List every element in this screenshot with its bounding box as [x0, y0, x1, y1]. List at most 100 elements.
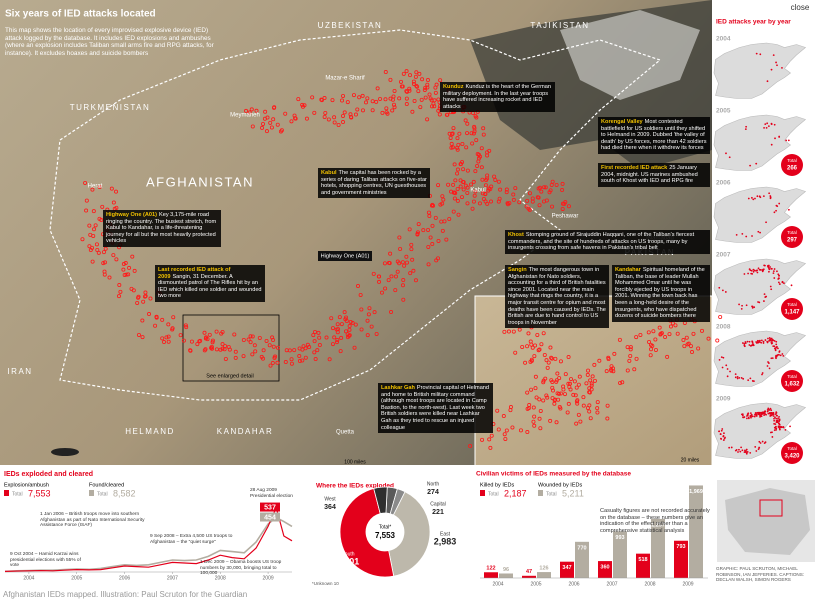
ied-dot — [123, 261, 128, 266]
ied-dot — [94, 242, 99, 247]
ied-dot — [220, 342, 225, 347]
ied-dot — [143, 294, 148, 299]
ied-dot — [336, 123, 341, 128]
ied-dot — [585, 372, 590, 377]
year-dot — [773, 123, 776, 126]
year-dot — [759, 339, 761, 342]
year-dot — [773, 419, 776, 422]
chart-title: IEDs exploded and cleared — [4, 471, 93, 478]
ied-dot — [425, 82, 430, 87]
ied-dot — [244, 108, 249, 113]
ied-dot — [595, 406, 600, 411]
x-tick-label: 2004 — [492, 581, 503, 587]
annotation: Highway One (A01) Key 3,175-mile road rin… — [103, 210, 221, 247]
ied-dot — [102, 269, 107, 274]
ied-dot — [470, 141, 475, 146]
year-dot — [735, 233, 738, 236]
map-label: TURKMENISTAN — [70, 103, 151, 112]
ied-dot — [264, 129, 269, 134]
year-dot — [752, 270, 755, 273]
ied-dot — [209, 346, 214, 351]
total-badge — [781, 442, 803, 464]
ied-dot — [247, 110, 252, 115]
year-dot — [755, 450, 758, 452]
year-dot — [779, 425, 781, 428]
year-outline — [713, 402, 807, 459]
year-dot — [750, 196, 753, 199]
year-dot — [749, 377, 752, 380]
year-dot — [770, 409, 773, 412]
ied-dot — [574, 385, 579, 390]
caption: Afghanistan IEDs mapped. Illustration: P… — [3, 590, 247, 599]
year-dot — [744, 341, 747, 343]
year-dot — [778, 351, 781, 353]
ied-dot — [339, 322, 344, 327]
x-tick-label: 2009 — [682, 581, 693, 587]
ied-dot — [537, 203, 542, 208]
ied-dot — [140, 318, 145, 323]
peak-label: 537 — [264, 504, 276, 511]
ied-dot — [83, 180, 88, 185]
ied-dot — [287, 348, 292, 353]
ied-dot — [634, 335, 639, 340]
ied-dot — [543, 185, 548, 190]
ied-dot — [195, 342, 200, 347]
year-dot — [751, 415, 753, 418]
ied-dot — [262, 116, 267, 121]
ied-dot — [289, 119, 294, 124]
bar-label: 96 — [503, 567, 509, 573]
year-dot — [758, 268, 761, 271]
ied-dot — [388, 251, 393, 256]
year-dot — [752, 344, 755, 347]
ied-dot — [365, 333, 370, 338]
close-link[interactable]: close — [791, 3, 810, 12]
year-dot — [753, 269, 756, 272]
ied-dot — [434, 258, 439, 263]
year-dot — [751, 235, 753, 237]
ied-dot — [492, 174, 497, 179]
ied-dot — [116, 294, 121, 299]
ied-dot — [360, 93, 365, 98]
legend-total-label: Total — [488, 491, 499, 497]
year-dot — [759, 53, 762, 56]
total-label: Total — [787, 302, 797, 307]
ied-dot — [183, 323, 188, 328]
legend-name: Killed by IEDs — [480, 482, 514, 488]
x-tick-label: 2007 — [606, 581, 617, 587]
ied-dot — [536, 348, 541, 353]
ied-dot — [440, 201, 445, 206]
ied-dot — [576, 382, 581, 387]
ied-dot — [542, 352, 547, 357]
ied-dot — [189, 339, 194, 344]
wedge-value: 364 — [324, 504, 336, 511]
ied-dot — [419, 97, 424, 102]
year-dot — [751, 341, 754, 344]
ied-dot — [417, 71, 422, 76]
year-dot — [766, 410, 769, 413]
ied-dot — [628, 347, 633, 352]
ied-dot — [335, 322, 340, 327]
ied-dot — [405, 260, 410, 265]
annotation-title: Last recorded IED attack of 2009 — [158, 267, 231, 280]
ied-dot — [632, 367, 637, 372]
ied-dot — [590, 374, 595, 379]
year-dot — [749, 414, 752, 417]
annotation: Kunduz Kunduz is the heart of the German … — [440, 82, 555, 113]
year-dot — [778, 277, 780, 280]
ied-dot — [383, 97, 388, 102]
x-tick-label: 2006 — [119, 575, 130, 581]
year-dot — [723, 437, 726, 440]
ied-dot — [481, 132, 486, 137]
ied-dot — [715, 338, 720, 343]
ied-dot — [459, 195, 464, 200]
map-label: UZBEKISTAN — [318, 21, 383, 30]
ied-dot — [653, 347, 658, 352]
ied-dot — [612, 351, 617, 356]
ied-dot — [188, 348, 193, 353]
ied-dot — [297, 346, 302, 351]
ied-dot — [371, 271, 376, 276]
year-dot — [755, 162, 758, 165]
year-dot — [720, 429, 723, 432]
bar-label: 793 — [676, 544, 685, 550]
ied-dot — [566, 401, 571, 406]
